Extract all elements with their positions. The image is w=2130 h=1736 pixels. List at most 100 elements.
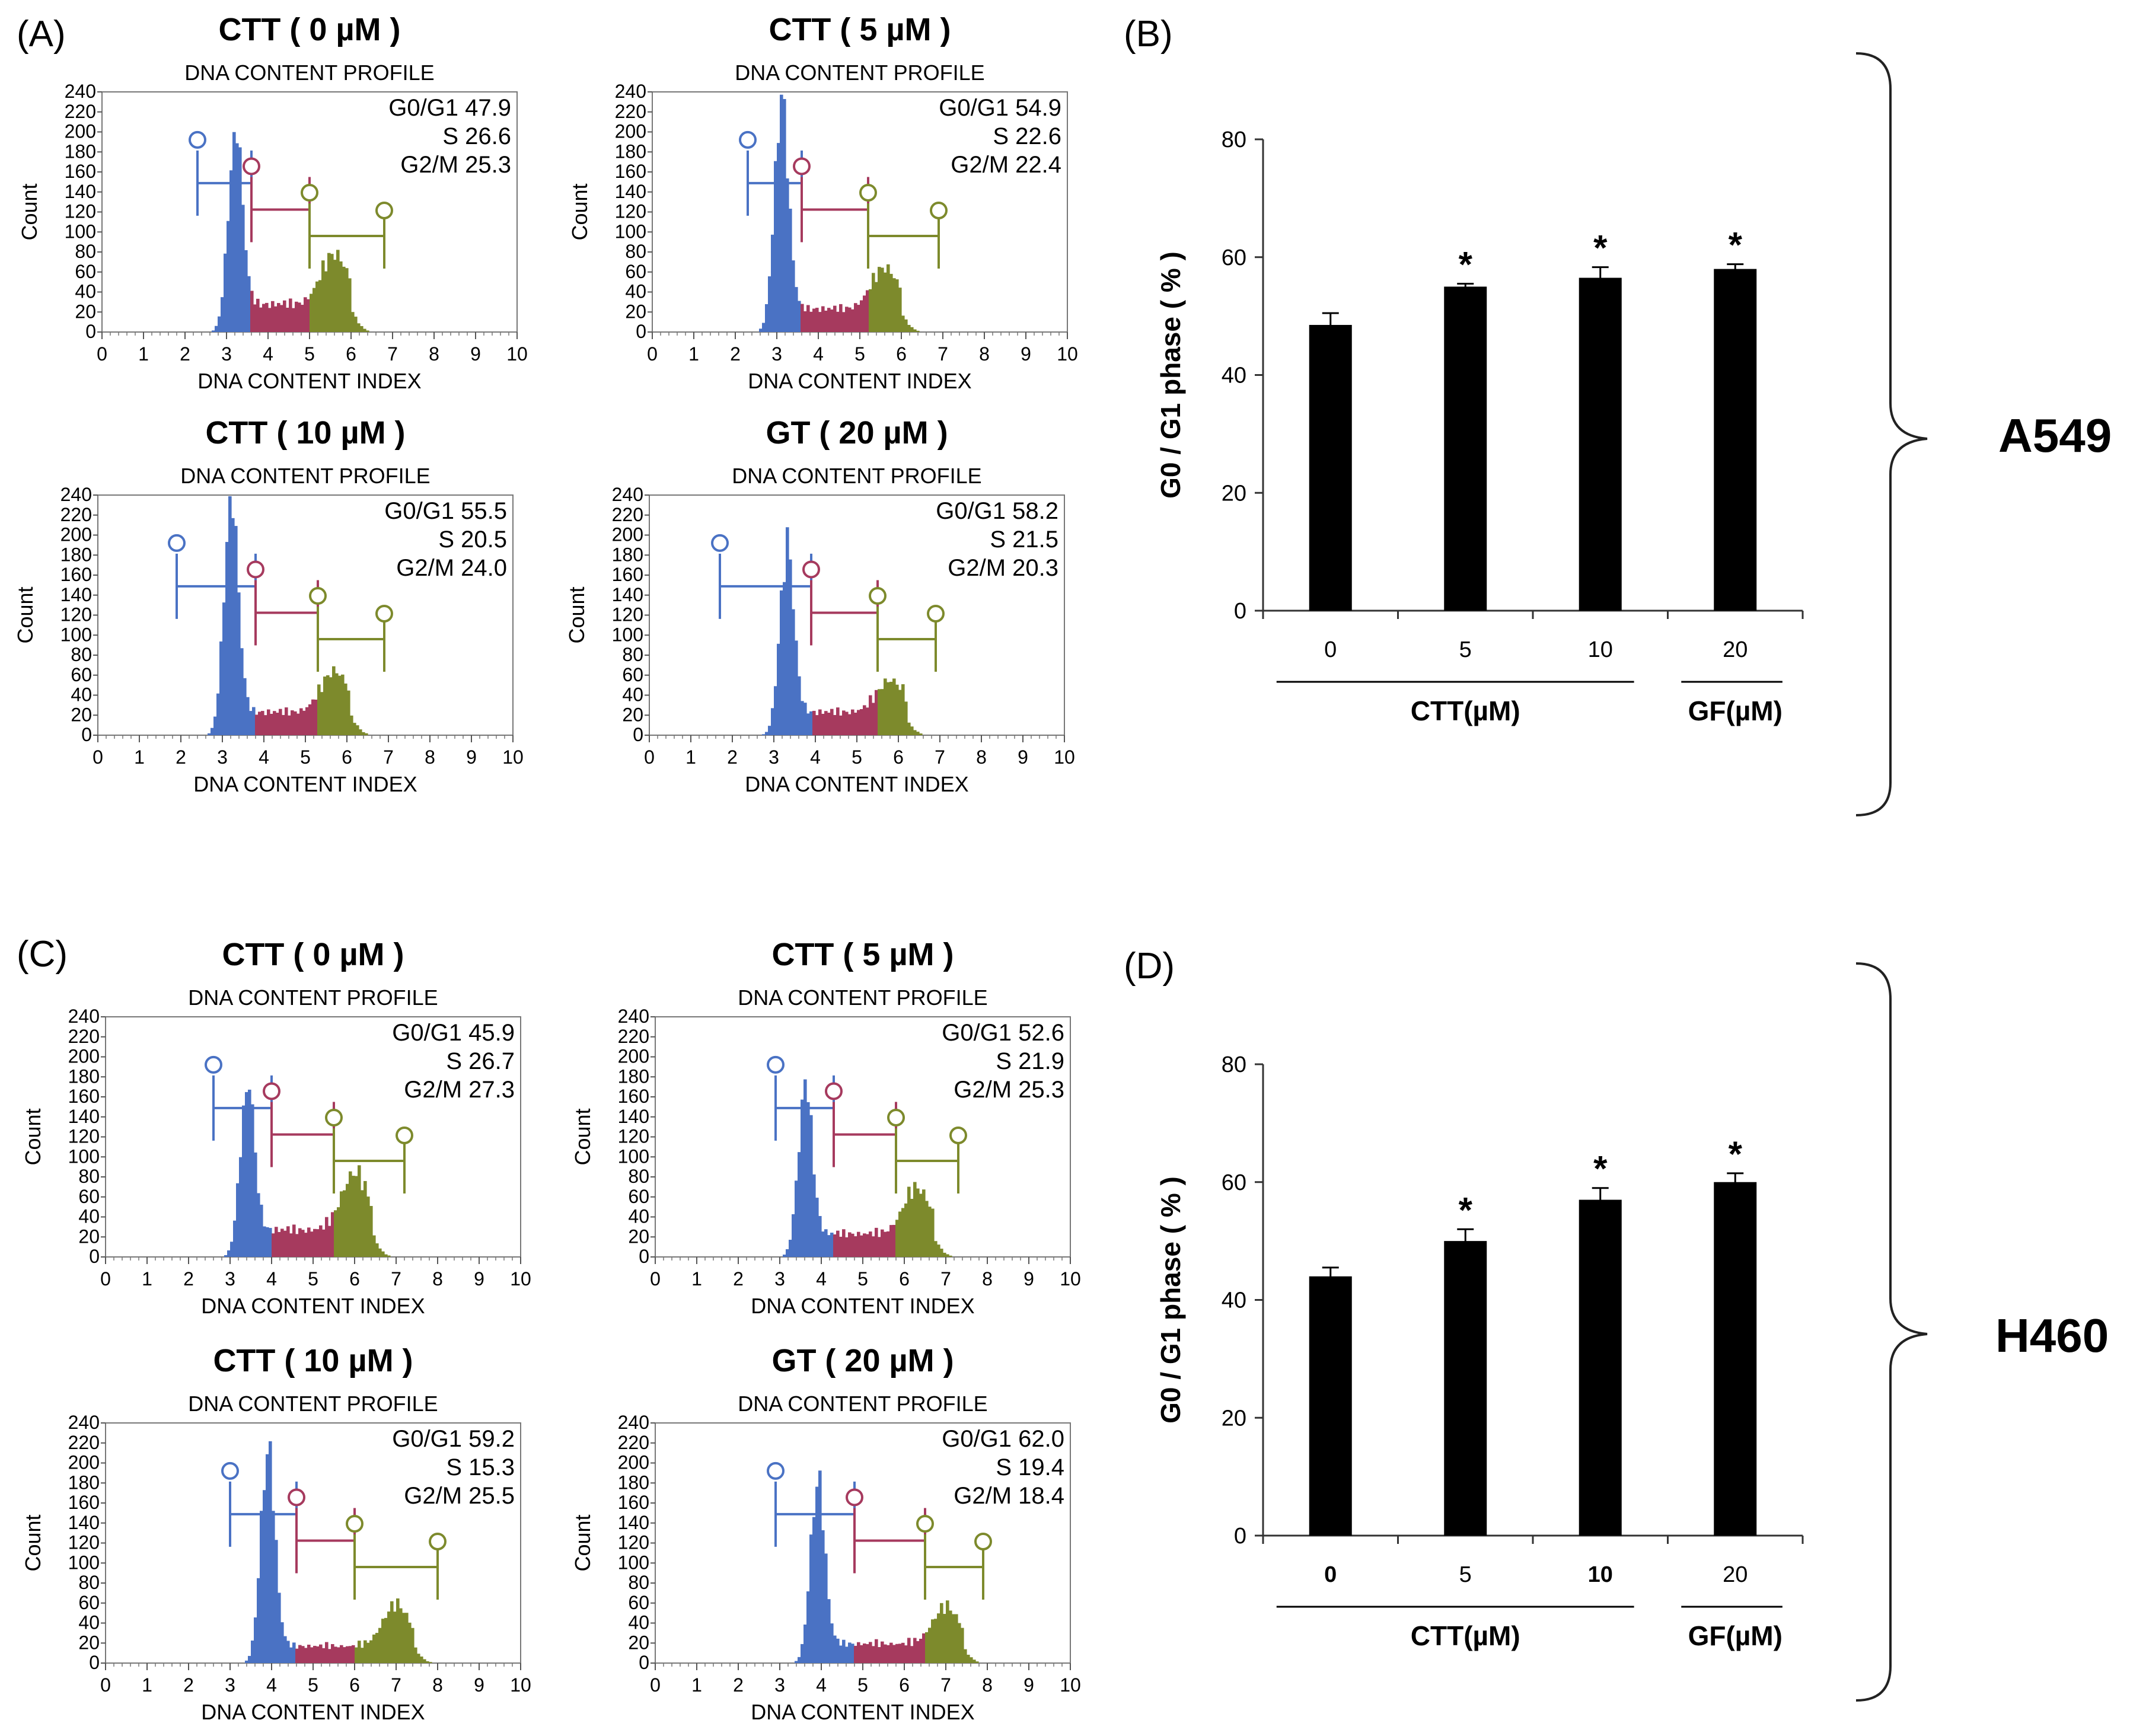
brace-h460 xyxy=(1855,962,1928,1702)
y-tick-label: 60 xyxy=(78,1592,100,1613)
y-tick-label: 40 xyxy=(71,684,92,706)
histogram-bin xyxy=(827,713,831,735)
histogram-bin xyxy=(860,1235,863,1257)
histogram-bin xyxy=(336,250,340,332)
histogram-bin xyxy=(783,582,786,735)
histogram-bin xyxy=(839,1645,843,1663)
y-tick-label: 140 xyxy=(618,1512,649,1533)
x-tick-label: 7 xyxy=(383,746,394,768)
histogram-bin xyxy=(313,1228,317,1257)
histogram-bin xyxy=(251,1641,254,1663)
histogram-bin xyxy=(280,305,283,332)
y-tick-label: 140 xyxy=(612,584,643,605)
histogram-bin xyxy=(249,711,253,735)
x-tick-label: 6 xyxy=(346,343,356,365)
histogram-bin xyxy=(329,677,333,735)
histogram-bin xyxy=(244,250,248,332)
histogram-bin xyxy=(866,707,869,735)
histogram-bin xyxy=(257,1578,260,1663)
x-tick-label: 2 xyxy=(730,343,741,365)
histogram-bin xyxy=(884,272,887,332)
histogram-bin xyxy=(795,1180,798,1257)
y-tick-label: 200 xyxy=(60,524,92,545)
histogram-bin xyxy=(887,1645,890,1663)
histogram-bin xyxy=(251,1104,254,1257)
x-tick-label: 5 xyxy=(308,1268,318,1290)
histogram-bin xyxy=(892,1224,896,1257)
s-gate-handle xyxy=(793,157,811,175)
histogram-subtitle: DNA CONTENT PROFILE xyxy=(738,985,987,1010)
histogram-bin xyxy=(872,703,875,735)
histogram-bin xyxy=(821,306,825,332)
y-axis-label: Count xyxy=(565,586,589,643)
histogram-bin xyxy=(233,1220,237,1257)
x-tick-label: 7 xyxy=(391,1268,401,1290)
histogram-bin xyxy=(851,709,854,735)
histogram-bin xyxy=(801,701,804,735)
histogram-bin xyxy=(355,1176,358,1257)
histogram-bin xyxy=(227,221,230,332)
histogram-bin xyxy=(889,681,893,735)
x-tick-label: 3 xyxy=(774,1674,785,1696)
y-tick-label: 80 xyxy=(75,241,96,262)
y-tick-label: 0 xyxy=(89,1652,100,1673)
histogram-bin xyxy=(777,143,780,332)
histogram-bin xyxy=(792,1214,795,1257)
histogram-subtitle: DNA CONTENT PROFILE xyxy=(735,60,984,85)
histogram-bin xyxy=(275,1540,278,1663)
histogram-bin xyxy=(246,697,250,735)
histogram-bin xyxy=(288,715,291,735)
g2m-gate-handle xyxy=(309,587,327,605)
histogram-bin xyxy=(771,708,774,735)
histogram-bin xyxy=(247,276,251,332)
g2m-percent: G2/M 22.4 xyxy=(951,152,1061,178)
x-tick-label: 8 xyxy=(429,343,439,365)
histogram-bin xyxy=(806,1102,810,1257)
histogram-bin xyxy=(324,271,328,332)
histogram-bin xyxy=(307,1644,311,1663)
y-tick-label: 0 xyxy=(1234,599,1246,624)
histogram-bin xyxy=(765,732,769,735)
histogram-bin xyxy=(263,1490,266,1663)
histogram-bin xyxy=(238,147,242,333)
y-tick-label: 20 xyxy=(1222,1406,1246,1431)
histogram-bin xyxy=(396,1598,400,1663)
histogram-bin xyxy=(913,730,917,735)
histogram-bin xyxy=(809,311,813,332)
x-tick-label: 4 xyxy=(813,343,824,365)
y-tick-label: 0 xyxy=(89,1246,100,1267)
histogram-c-ctt-10: CTT ( 10 µM ) DNA CONTENT PROFILE G0/G1 59… xyxy=(21,1343,531,1724)
histogram-bin xyxy=(359,729,362,735)
histogram-bin xyxy=(240,648,244,735)
histogram-bin xyxy=(851,1233,854,1257)
cell-line-a549: A549 xyxy=(1998,409,2112,462)
histogram-bin xyxy=(310,1647,314,1663)
histogram-bin xyxy=(353,723,356,735)
histogram-bin xyxy=(848,1642,852,1663)
histogram-bin xyxy=(414,1647,417,1663)
histogram-bin xyxy=(277,303,280,332)
histogram-bin xyxy=(809,1115,813,1257)
histogram-bin xyxy=(904,701,908,735)
y-tick-label: 240 xyxy=(618,1412,649,1433)
histogram-title: CTT ( 0 µM ) xyxy=(218,12,400,47)
histogram-bin xyxy=(892,1645,896,1663)
histogram-bin xyxy=(372,1634,376,1663)
histogram-bin xyxy=(872,1236,875,1257)
y-tick-label: 40 xyxy=(628,1206,649,1227)
histogram-bin xyxy=(798,676,801,735)
y-tick-label: 100 xyxy=(65,221,96,242)
y-tick-label: 120 xyxy=(68,1126,100,1147)
g2m-gate-handle xyxy=(859,184,877,202)
histogram-bin xyxy=(345,268,349,332)
histogram-bin xyxy=(806,713,810,735)
g2m-gate-handle-end xyxy=(429,1533,447,1550)
y-tick-label: 80 xyxy=(78,1166,100,1187)
bar-chart-b: 0 20 40 60 80 G0 / G1 phase ( % ) 0 * 5 * 10 * 20 CTT… xyxy=(1155,127,1804,726)
histogram-bin xyxy=(786,178,789,332)
x-tick-label: 0 xyxy=(644,746,655,768)
s-percent: S 21.5 xyxy=(990,526,1058,553)
y-tick-label: 240 xyxy=(65,81,96,102)
g2m-percent: G2/M 25.5 xyxy=(404,1483,515,1509)
histogram-bin xyxy=(295,1234,299,1257)
